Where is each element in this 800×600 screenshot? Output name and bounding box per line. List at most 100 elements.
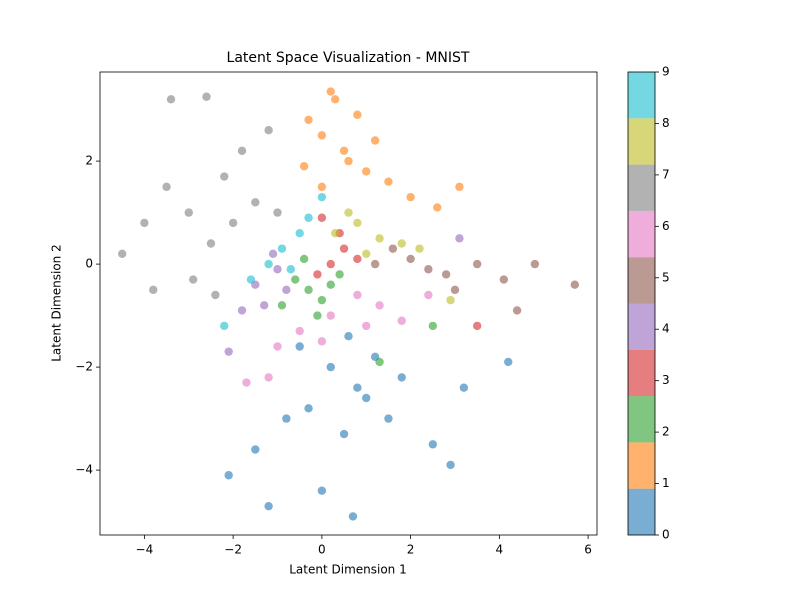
scatter-point [388, 244, 398, 253]
scatter-point [295, 229, 304, 238]
scatter-point [397, 316, 406, 325]
scatter-point [317, 131, 327, 140]
scatter-point [251, 445, 260, 454]
x-tick-label: 6 [584, 543, 592, 557]
scatter-point [224, 471, 233, 480]
scatter-point [370, 136, 380, 145]
x-axis-label: Latent Dimension 1 [289, 563, 407, 577]
scatter-point [317, 337, 327, 346]
colorbar-segment [628, 488, 655, 535]
scatter-point [344, 208, 353, 217]
scatter-point [291, 275, 300, 284]
scatter-point [353, 218, 362, 228]
colorbar-segment [628, 396, 655, 443]
scatter-point [264, 125, 273, 135]
chart-title: Latent Space Visualization - MNIST [227, 50, 470, 66]
scatter-point [188, 275, 198, 284]
scatter-point [317, 486, 327, 495]
scatter-point [237, 306, 247, 315]
scatter-point [273, 265, 282, 274]
scatter-point [406, 254, 415, 264]
scatter-point [455, 182, 464, 192]
scatter-point [277, 244, 287, 253]
scatter-point [353, 383, 362, 392]
scatter-point [326, 362, 335, 372]
scatter-point [251, 198, 260, 207]
scatter-point [277, 301, 287, 310]
colorbar-tick-label: 5 [662, 270, 670, 284]
scatter-point [433, 203, 442, 212]
y-tick-label: 0 [85, 257, 93, 271]
scatter-point [424, 265, 433, 274]
scatter-point [335, 270, 344, 279]
scatter-point [317, 295, 327, 305]
colorbar-segment [628, 442, 655, 489]
scatter-point [273, 342, 282, 351]
scatter-point [397, 239, 406, 248]
scatter-point [268, 249, 278, 259]
scatter-point [202, 92, 211, 101]
y-axis-label: Latent Dimension 2 [50, 244, 64, 362]
scatter-point [242, 378, 251, 387]
scatter-point [428, 440, 438, 449]
colorbar-tick-label: 3 [662, 373, 670, 387]
scatter-point [237, 146, 247, 155]
scatter-point [166, 95, 176, 104]
scatter-point [273, 208, 282, 217]
scatter-point [459, 383, 469, 392]
colorbar-segment [628, 118, 655, 165]
colorbar-segment [628, 349, 655, 397]
scatter-point [397, 373, 406, 382]
colorbar-segment [628, 210, 655, 258]
colorbar-segment [628, 164, 655, 211]
colorbar-segment [628, 72, 655, 119]
scatter-point [339, 429, 349, 439]
scatter-point [375, 301, 384, 310]
scatter-point [370, 259, 380, 269]
scatter-point [326, 280, 335, 289]
scatter-point [264, 501, 273, 511]
scatter-point [220, 321, 229, 331]
scatter-point [362, 321, 371, 331]
scatter-point [299, 162, 309, 171]
scatter-point [362, 393, 371, 403]
colorbar-tick-label: 8 [662, 116, 670, 130]
scatter-point [446, 460, 455, 470]
scatter-point [330, 95, 340, 104]
y-tick-label: −4 [75, 463, 93, 477]
scatter-point [162, 182, 171, 192]
scatter-point [228, 218, 238, 228]
colorbar-tick-label: 2 [662, 425, 670, 439]
scatter-point [344, 332, 353, 341]
colorbar-segment [628, 257, 655, 304]
x-tick-label: −4 [136, 543, 154, 557]
scatter-point [353, 110, 362, 119]
scatter-point [415, 244, 424, 253]
scatter-point [455, 234, 464, 243]
scatter-point [246, 275, 256, 284]
scatter-point [206, 239, 216, 248]
scatter-point [326, 311, 335, 320]
scatter-point [313, 270, 322, 279]
scatter-point [224, 347, 233, 356]
scatter-point [339, 244, 349, 253]
colorbar-tick-label: 1 [662, 476, 670, 490]
scatter-point [406, 192, 415, 202]
scatter-point [259, 301, 269, 310]
scatter-point [512, 306, 522, 315]
scatter-point [428, 321, 438, 331]
colorbar-frame [627, 71, 656, 536]
y-tick-label: −2 [75, 360, 93, 374]
scatter-point [472, 321, 482, 331]
scatter-point [362, 249, 371, 259]
scatter-point [304, 404, 313, 413]
scatter-point [326, 259, 335, 269]
scatter-point [295, 342, 304, 351]
x-tick-label: 2 [407, 543, 415, 557]
x-tick-label: 4 [496, 543, 504, 557]
scatter-point [384, 177, 393, 186]
scatter-point [295, 326, 304, 336]
scatter-point [264, 373, 273, 382]
colorbar-tick-label: 7 [662, 167, 670, 181]
scatter-point [282, 414, 291, 423]
